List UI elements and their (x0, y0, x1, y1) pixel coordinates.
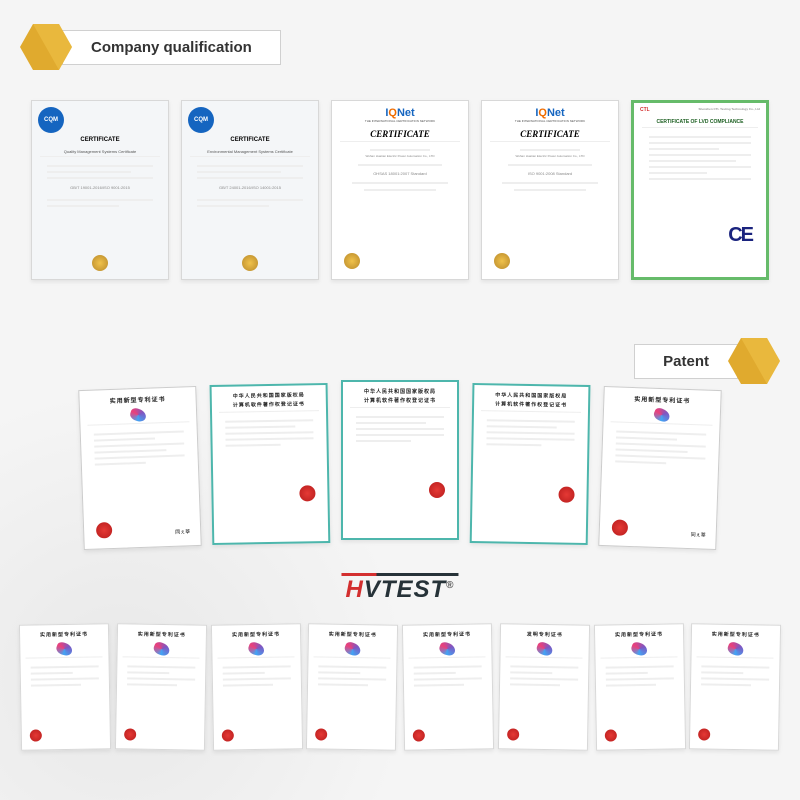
seal-icon (344, 253, 360, 269)
cert-title: CERTIFICATE (370, 129, 430, 139)
hexagon-icon (728, 338, 780, 384)
cert-title: 实用新型专利证书 (604, 387, 721, 409)
swirl-icon (652, 406, 671, 423)
seal-icon (494, 253, 510, 269)
certificate-card: 实用新型专利证书 (19, 623, 111, 751)
cert-body (219, 410, 322, 543)
certificate-card: 发明专利证书 (498, 623, 590, 751)
cert-title: 实用新型专利证书 (118, 624, 206, 642)
certificate-card: CQM CERTIFICATE Environmental Management… (181, 100, 319, 280)
cert-body (479, 410, 582, 543)
ctl-header: CTLShenzhen CTL Testing Technology Co., … (634, 103, 766, 117)
cert-title: CERTIFICATE (520, 129, 580, 139)
cert-title: 中华人民共和国国家版权局计算机软件著作权登记证书 (212, 385, 326, 412)
seal-icon (507, 728, 519, 740)
section-header-qualification: Company qualification (30, 24, 281, 70)
cert-title: 实用新型专利证书 (20, 624, 108, 642)
certificate-card: 实用新型专利证书 (210, 623, 302, 751)
cert-subtitle: Quality Management Systems Certificate (56, 149, 144, 154)
seal-icon (429, 482, 445, 498)
cert-title: 实用新型专利证书 (403, 624, 491, 642)
cert-title: CERTIFICATE (186, 137, 314, 143)
cert-title: 中华人民共和国国家版权局计算机软件著作权登记证书 (474, 385, 588, 412)
swirl-icon (726, 641, 745, 658)
ce-mark-icon: CE (728, 224, 752, 247)
certificate-card: 实用新型专利证书 (115, 623, 207, 751)
seal-icon (92, 255, 108, 271)
certificate-row-patent-b: 实用新型专利证书 实用新型专利证书 实用新型专利证书 实用新型专利证书 实用新型… (0, 624, 800, 750)
cert-title: 实用新型专利证书 (309, 624, 397, 642)
cert-title: CERTIFICATE (36, 137, 164, 143)
certificate-card: IQNet THE INTERNATIONAL CERTIFICATION NE… (481, 100, 619, 280)
cert-body (350, 407, 450, 538)
certificate-card: 实用新型专利证书 (306, 623, 398, 751)
swirl-icon (343, 641, 362, 658)
iqnet-logo: IQNet (535, 107, 564, 119)
certificate-card: 中华人民共和国国家版权局计算机软件著作权登记证书 (341, 380, 459, 540)
swirl-icon (55, 641, 74, 658)
cert-title: 实用新型专利证书 (211, 624, 299, 642)
brand-logo: HVTEST® (345, 576, 454, 604)
section-label: Patent (634, 344, 738, 379)
swirl-icon (129, 407, 148, 423)
cqm-badge-icon: CQM (188, 107, 214, 133)
swirl-icon (629, 641, 648, 658)
brand-accent: H (345, 576, 363, 603)
certificate-card: 实用新型专利证书 (402, 623, 494, 751)
swirl-icon (438, 641, 457, 658)
section-header-patent: Patent (634, 338, 770, 384)
cqm-badge-icon: CQM (38, 107, 64, 133)
seal-icon (124, 728, 136, 740)
hexagon-icon (20, 24, 72, 70)
cert-subtitle: THE INTERNATIONAL CERTIFICATION NETWORK (365, 119, 435, 123)
cert-title: 实用新型专利证书 (79, 387, 196, 409)
certificate-card: 实用新型专利证书 (689, 623, 781, 751)
certificate-card: 实用新型专利证书 (593, 623, 685, 751)
cert-subtitle: Environmental Management Systems Certifi… (199, 149, 301, 154)
cert-body (642, 127, 758, 277)
registered-icon: ® (446, 580, 454, 591)
swirl-icon (152, 641, 171, 658)
certificate-card: 中华人民共和国国家版权局计算机软件著作权登记证书 (470, 383, 591, 545)
certificate-card: 实用新型专利证书 同ぇ莘 (598, 386, 722, 550)
swirl-icon (535, 641, 554, 658)
seal-icon (221, 729, 233, 741)
seal-icon (242, 255, 258, 271)
certificate-card: CTLShenzhen CTL Testing Technology Co., … (631, 100, 769, 280)
certificate-card: 中华人民共和国国家版权局计算机软件著作权登记证书 (210, 383, 331, 545)
iqnet-logo: IQNet (385, 107, 414, 119)
cert-title: 发明专利证书 (501, 624, 589, 642)
section-label: Company qualification (62, 30, 281, 65)
cert-title: 中华人民共和国国家版权局计算机软件著作权登记证书 (343, 382, 457, 407)
certificate-row-patent-a: 实用新型专利证书 同ぇ莘 中华人民共和国国家版权局计算机软件著作权登记证书 中华… (0, 388, 800, 548)
certificate-card: 实用新型专利证书 同ぇ莘 (78, 386, 202, 550)
signature: 同ぇ莘 (175, 528, 190, 536)
seal-icon (604, 729, 616, 741)
swirl-icon (246, 641, 265, 658)
signature: 同ぇ莘 (691, 531, 706, 539)
cert-title: 实用新型专利证书 (692, 624, 780, 642)
cert-title: CERTIFICATE OF LVD COMPLIANCE (650, 119, 749, 125)
certificate-card: CQM CERTIFICATE Quality Management Syste… (31, 100, 169, 280)
brand-rest: VTEST (364, 576, 446, 603)
cert-subtitle: THE INTERNATIONAL CERTIFICATION NETWORK (515, 119, 585, 123)
cert-title: 实用新型专利证书 (594, 624, 682, 642)
certificate-row-qualification: CQM CERTIFICATE Quality Management Syste… (0, 100, 800, 280)
certificate-card: IQNet THE INTERNATIONAL CERTIFICATION NE… (331, 100, 469, 280)
